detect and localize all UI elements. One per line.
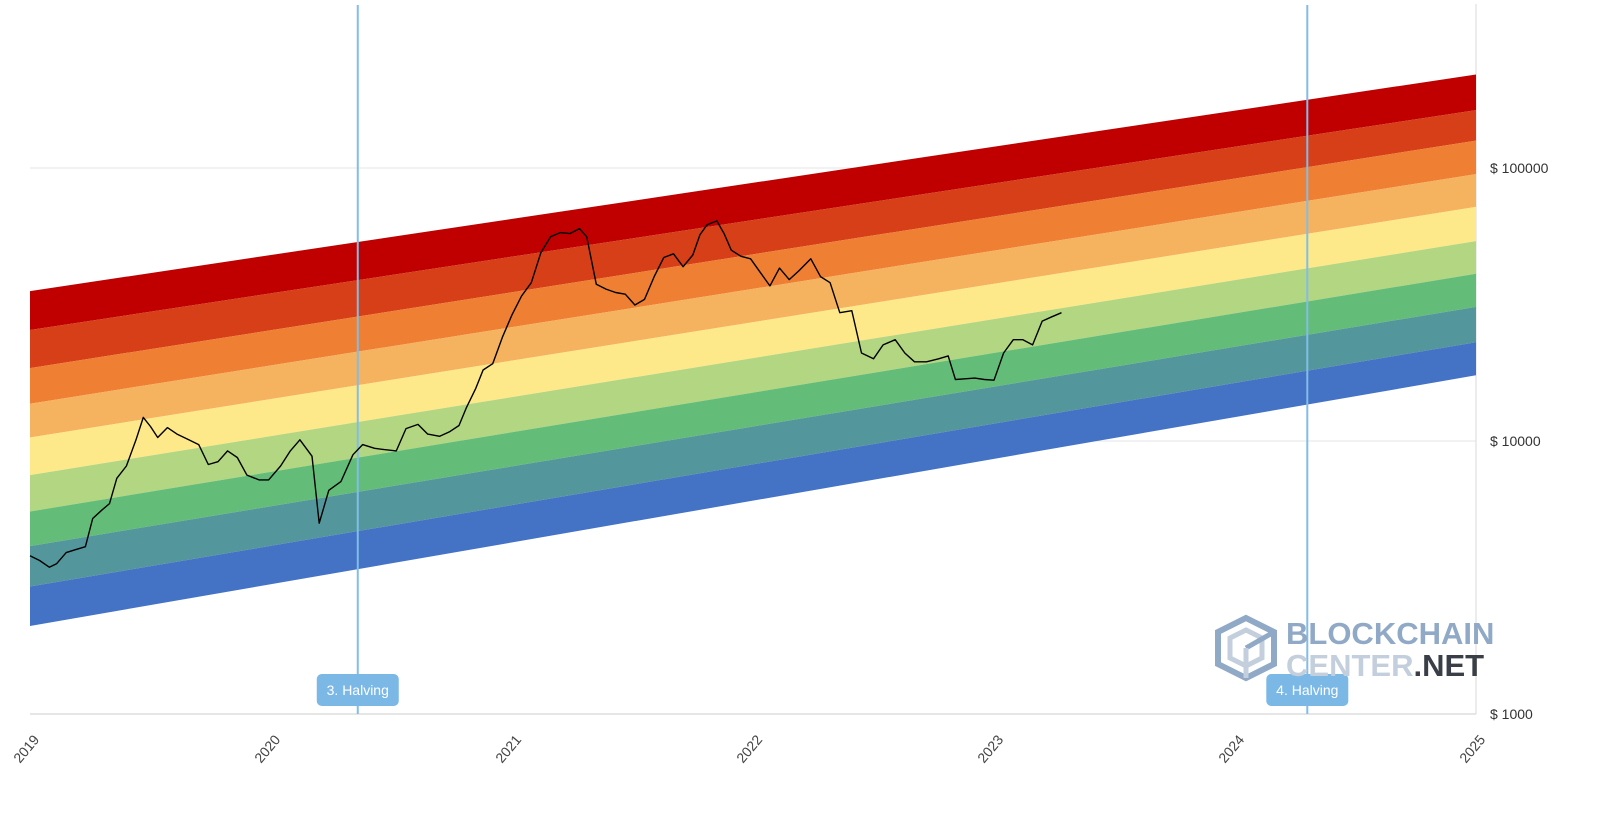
- rainbow-band-3: [30, 174, 1476, 438]
- x-axis-ticks: 2019 2020 2021 2022 2023 2024 2025: [10, 732, 1488, 766]
- logo-text-center: CENTER: [1286, 648, 1413, 683]
- logo-text-line1: BLOCKCHAIN: [1286, 616, 1494, 651]
- halving-markers: 3. Halving 4. Halving: [316, 5, 1349, 714]
- blockchaincenter-logo: BLOCKCHAIN CENTER.NET: [1215, 614, 1494, 683]
- y-axis-ticks: $ 100000 $ 10000 $ 1000: [1490, 160, 1549, 722]
- rainbow-band-2: [30, 140, 1476, 404]
- logo-text-line2: CENTER.NET: [1286, 648, 1484, 683]
- y-tick-label-0: $ 100000: [1490, 160, 1549, 176]
- halving-label-2: 4. Halving: [1276, 682, 1338, 698]
- x-tick-label-1: 2020: [251, 732, 283, 766]
- y-tick-label-1: $ 10000: [1490, 433, 1541, 449]
- rainbow-band-4: [30, 206, 1476, 476]
- x-tick-label-6: 2025: [1456, 732, 1488, 766]
- rainbow-band-8: [30, 342, 1476, 626]
- rainbow-band-1: [30, 110, 1476, 369]
- price-series: [29, 220, 1062, 568]
- cube-logo-icon: [1215, 614, 1277, 682]
- rainbow-band-0: [30, 74, 1476, 330]
- x-tick-label-3: 2022: [733, 732, 765, 766]
- btc-price-line: [29, 220, 1062, 568]
- rainbow-band-7: [30, 306, 1476, 587]
- rainbow-band-5: [30, 241, 1476, 512]
- x-tick-label-4: 2023: [974, 732, 1006, 766]
- x-tick-label-2: 2021: [492, 732, 524, 766]
- rainbow-bands: [30, 74, 1476, 626]
- rainbow-band-6: [30, 273, 1476, 547]
- x-tick-label-5: 2024: [1215, 732, 1247, 766]
- x-tick-label-0: 2019: [10, 732, 42, 766]
- halving-label-bg-2: [1266, 674, 1349, 706]
- halving-label-bg-1: [316, 674, 399, 706]
- halving-label-1: 3. Halving: [327, 682, 389, 698]
- logo-text-net: .NET: [1413, 648, 1484, 683]
- y-tick-label-2: $ 1000: [1490, 706, 1533, 722]
